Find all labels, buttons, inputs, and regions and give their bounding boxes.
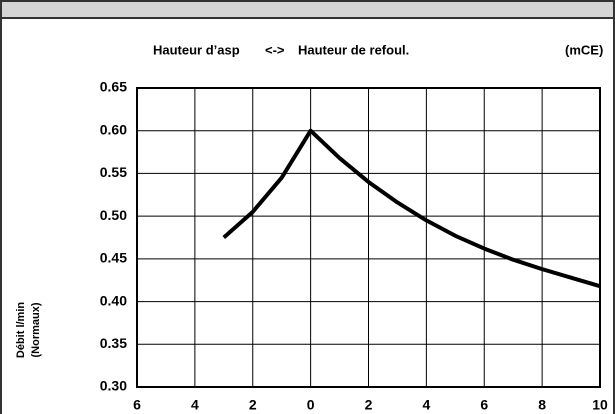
x-tick-label: 10 (592, 397, 608, 413)
y-tick-label: 0.65 (100, 79, 127, 95)
unit-label: (mCE) (565, 42, 603, 57)
x-tick-label: 6 (480, 397, 488, 413)
header-bar (0, 0, 615, 19)
y-tick-label: 0.60 (100, 121, 127, 137)
x-tick-label: 4 (422, 397, 430, 413)
y-tick-label: 0.55 (100, 164, 127, 180)
title-arrow: <-> (265, 42, 285, 57)
title-right: Hauteur de refoul. (298, 42, 409, 57)
x-tick-label: 0 (307, 397, 315, 413)
plot-frame (136, 87, 601, 388)
x-tick-label: 8 (538, 397, 546, 413)
y-tick-label: 0.40 (100, 292, 127, 308)
y-tick-label: 0.35 (100, 335, 127, 351)
y-tick-label: 0.30 (100, 378, 127, 394)
x-tick-label: 2 (365, 397, 373, 413)
x-tick-label: 6 (133, 397, 141, 413)
title-left: Hauteur d’asp (153, 42, 240, 57)
y-tick-label: 0.50 (100, 207, 127, 223)
data-line (222, 128, 601, 289)
x-tick-label: 2 (249, 397, 257, 413)
x-tick-label: 4 (191, 397, 199, 413)
y-axis-label: Débit l/min (15, 302, 27, 359)
y-axis-sublabel: (Normaux) (30, 302, 42, 357)
y-tick-label: 0.45 (100, 250, 127, 266)
